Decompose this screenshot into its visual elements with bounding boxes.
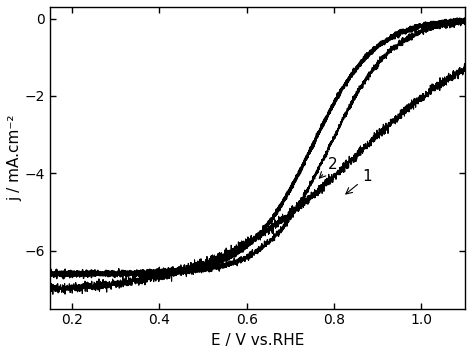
X-axis label: E / V vs.RHE: E / V vs.RHE [211, 333, 304, 348]
Text: 2: 2 [320, 157, 337, 178]
Text: 1: 1 [346, 169, 372, 194]
Y-axis label: j / mA.cm⁻²: j / mA.cm⁻² [7, 115, 22, 201]
